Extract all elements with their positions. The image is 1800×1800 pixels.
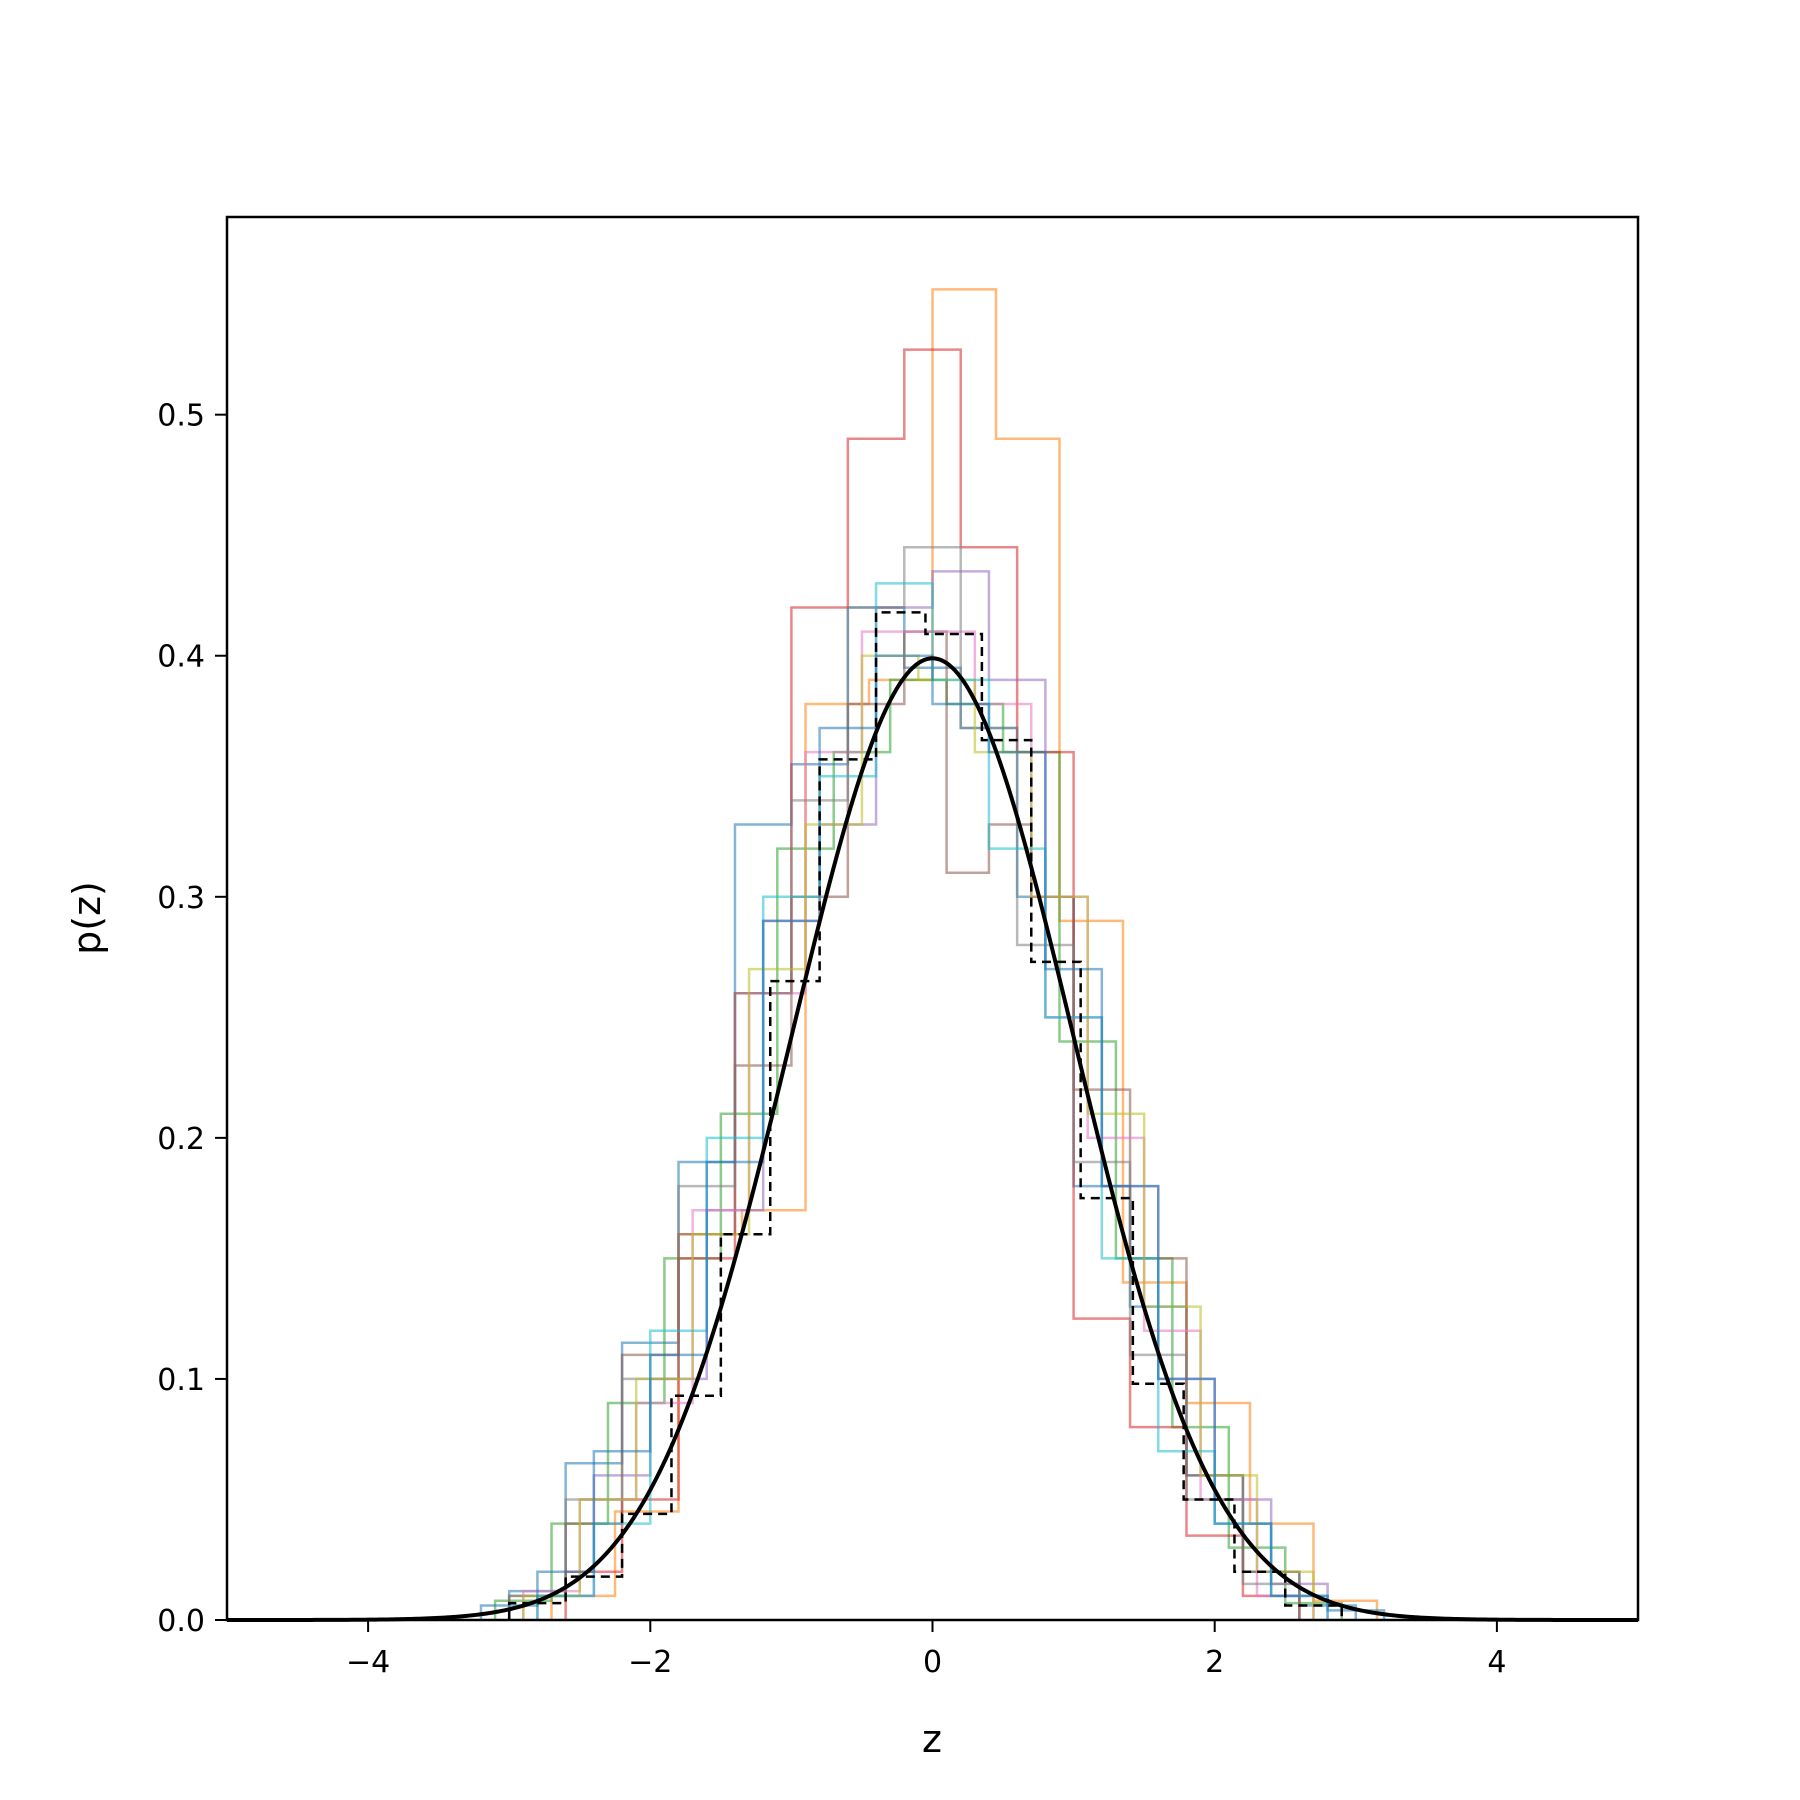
histogram-series-9 (522, 654, 1315, 1620)
y-axis-label: p(z) (65, 881, 109, 955)
y-tick-label: 0.5 (157, 399, 205, 434)
x-tick-label: 4 (1487, 1645, 1506, 1680)
histogram-series-11 (479, 654, 1386, 1620)
y-tick-label: 0.0 (157, 1604, 205, 1639)
x-axis-label: z (922, 1717, 942, 1761)
x-tick-label: −4 (346, 1645, 390, 1680)
y-tick-label: 0.1 (157, 1363, 205, 1398)
normal-pdf-curve (227, 656, 1638, 1622)
y-axis-ticks: 0.0 0.1 0.2 0.3 0.4 0.5 (157, 399, 227, 1639)
x-tick-label: −2 (628, 1645, 672, 1680)
x-tick-label: 0 (923, 1645, 942, 1680)
x-tick-label: 2 (1205, 1645, 1224, 1680)
y-tick-label: 0.2 (157, 1122, 205, 1157)
y-tick-label: 0.4 (157, 640, 205, 675)
x-axis-ticks: −4 −2 0 2 4 (346, 1620, 1506, 1680)
y-tick-label: 0.3 (157, 881, 205, 916)
reference-histogram-dashed (507, 611, 1343, 1620)
plot-area (227, 288, 1638, 1622)
